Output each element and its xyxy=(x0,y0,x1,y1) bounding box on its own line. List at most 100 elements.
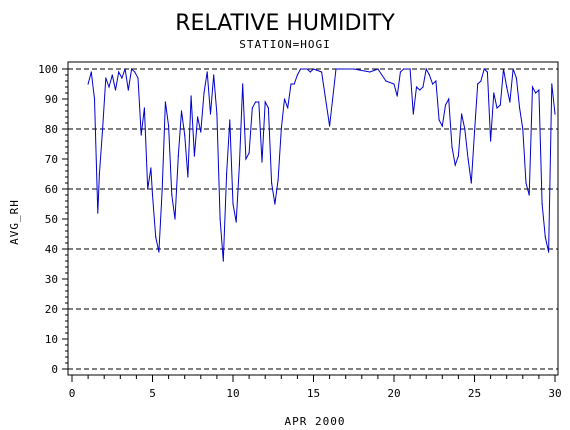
y-tick-label: 10 xyxy=(45,333,58,346)
y-tick-label: 40 xyxy=(45,243,58,256)
data-point xyxy=(551,83,553,85)
data-point xyxy=(229,119,231,121)
data-point xyxy=(385,80,387,82)
data-point xyxy=(470,182,472,184)
data-point xyxy=(525,182,527,184)
data-point xyxy=(127,89,129,91)
y-tick-label: 70 xyxy=(45,153,58,166)
data-point xyxy=(369,71,371,73)
data-point xyxy=(477,83,479,85)
data-point xyxy=(506,86,508,88)
data-point xyxy=(444,104,447,106)
plot-frame xyxy=(67,61,559,376)
data-point xyxy=(341,68,344,70)
data-point xyxy=(320,71,323,73)
y-tick-label: 100 xyxy=(38,63,58,76)
data-point xyxy=(235,221,237,223)
x-tick-label: 20 xyxy=(387,387,400,400)
x-tick-label: 10 xyxy=(226,387,239,400)
data-point xyxy=(168,125,170,127)
x-tick-label: 15 xyxy=(307,387,320,400)
data-point xyxy=(512,68,514,70)
data-point xyxy=(121,77,123,79)
data-point xyxy=(196,116,199,118)
data-point xyxy=(264,101,266,103)
y-tick-label: 80 xyxy=(45,123,58,136)
data-point xyxy=(261,161,263,163)
data-point xyxy=(300,68,302,70)
data-point xyxy=(251,107,253,109)
data-point xyxy=(280,128,282,130)
data-point xyxy=(177,155,179,157)
data-point xyxy=(290,83,292,85)
data-point xyxy=(225,173,228,175)
data-point xyxy=(158,251,160,253)
series-line-avg-rh xyxy=(87,67,556,262)
data-point xyxy=(409,68,411,70)
data-point xyxy=(137,77,139,79)
data-point xyxy=(97,212,99,214)
data-point xyxy=(461,113,463,115)
data-point xyxy=(522,128,524,130)
data-point xyxy=(248,152,250,154)
data-point xyxy=(464,128,466,130)
data-point xyxy=(293,83,295,85)
data-point xyxy=(438,119,440,121)
data-point xyxy=(140,134,142,136)
data-point xyxy=(277,179,279,181)
chart-title: RELATIVE HUMIDITY xyxy=(175,11,395,36)
data-point xyxy=(283,98,286,100)
data-point xyxy=(118,71,120,73)
data-point xyxy=(535,92,537,94)
data-point xyxy=(222,260,224,262)
data-point xyxy=(335,68,337,70)
y-axis: 0 10 20 30 40 50 60 70 80 90 100 xyxy=(38,63,68,376)
data-point xyxy=(147,188,149,190)
data-point xyxy=(108,86,110,88)
data-point xyxy=(538,89,540,91)
data-point xyxy=(412,113,414,115)
x-tick-label: 5 xyxy=(149,387,156,400)
data-point xyxy=(238,164,241,166)
data-point xyxy=(274,203,276,205)
data-point xyxy=(422,86,424,88)
data-point xyxy=(271,182,273,184)
x-tick-label: 25 xyxy=(468,387,481,400)
data-point xyxy=(393,83,395,85)
data-point xyxy=(242,83,244,85)
data-point xyxy=(105,77,107,79)
x-tick-label: 0 xyxy=(69,387,76,400)
x-axis-label: APR 2000 xyxy=(285,415,346,428)
data-point xyxy=(483,68,485,70)
data-point xyxy=(180,110,183,112)
data-point xyxy=(213,74,215,76)
data-point xyxy=(111,74,113,76)
y-tick-label: 50 xyxy=(45,213,58,226)
data-point xyxy=(541,203,543,205)
data-point xyxy=(150,167,152,169)
data-point xyxy=(403,68,405,70)
data-point xyxy=(258,101,260,103)
data-point xyxy=(254,101,257,103)
data-point xyxy=(143,107,146,109)
data-point xyxy=(415,86,418,88)
data-point xyxy=(312,68,315,70)
data-point xyxy=(287,107,289,109)
y-tick-label: 60 xyxy=(45,183,58,196)
data-point xyxy=(454,164,456,166)
data-point xyxy=(161,188,163,190)
data-point xyxy=(174,218,176,220)
x-axis: 0 5 10 15 20 25 30 xyxy=(69,375,562,400)
data-point xyxy=(554,113,556,115)
data-point xyxy=(219,218,221,220)
data-point xyxy=(441,125,443,127)
data-point xyxy=(164,101,166,103)
data-point xyxy=(473,131,476,133)
data-point xyxy=(130,68,133,70)
data-point xyxy=(296,74,298,76)
data-point xyxy=(544,236,546,238)
data-point xyxy=(396,95,398,97)
data-point xyxy=(428,74,431,76)
y-tick-label: 90 xyxy=(45,93,58,106)
